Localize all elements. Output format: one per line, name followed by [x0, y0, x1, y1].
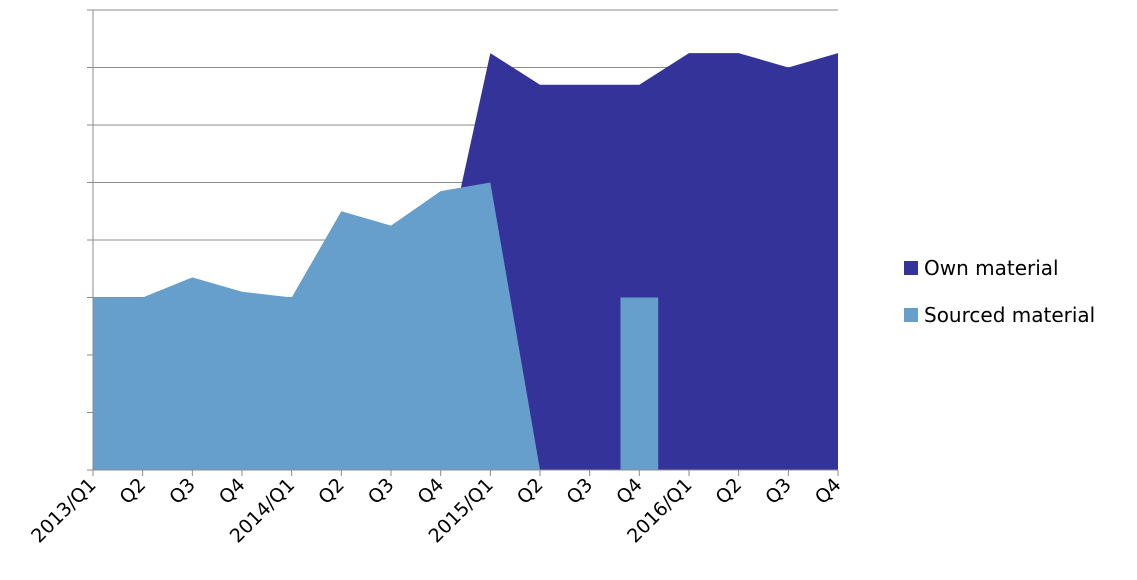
x-tick-label: Q4 — [612, 474, 647, 509]
plot-areas — [93, 53, 838, 470]
x-tick-label: Q4 — [215, 474, 250, 509]
x-tick-label: Q3 — [364, 474, 399, 509]
x-tick-label: Q4 — [811, 474, 846, 509]
x-tick-label: Q2 — [712, 474, 747, 509]
x-tick-label: Q2 — [116, 474, 151, 509]
legend-swatch-sourced-material — [904, 308, 918, 322]
x-tick-label: Q3 — [165, 474, 200, 509]
legend-label-own-material: Own material — [924, 256, 1059, 280]
x-tick-label: Q2 — [513, 474, 548, 509]
x-tick-label: Q3 — [563, 474, 598, 509]
sourced-material-area — [93, 182, 838, 470]
x-tick-label: Q4 — [414, 474, 449, 509]
sourced-material-highlight-bar — [620, 297, 659, 470]
axes — [87, 9, 839, 476]
x-tick-label: Q3 — [761, 474, 796, 509]
legend: Own material Sourced material — [904, 256, 1095, 327]
legend-label-sourced-material: Sourced material — [924, 303, 1095, 327]
legend-swatch-own-material — [904, 261, 918, 275]
x-tick-label: 2013/Q1 — [27, 474, 100, 547]
x-tick-label: Q2 — [314, 474, 349, 509]
